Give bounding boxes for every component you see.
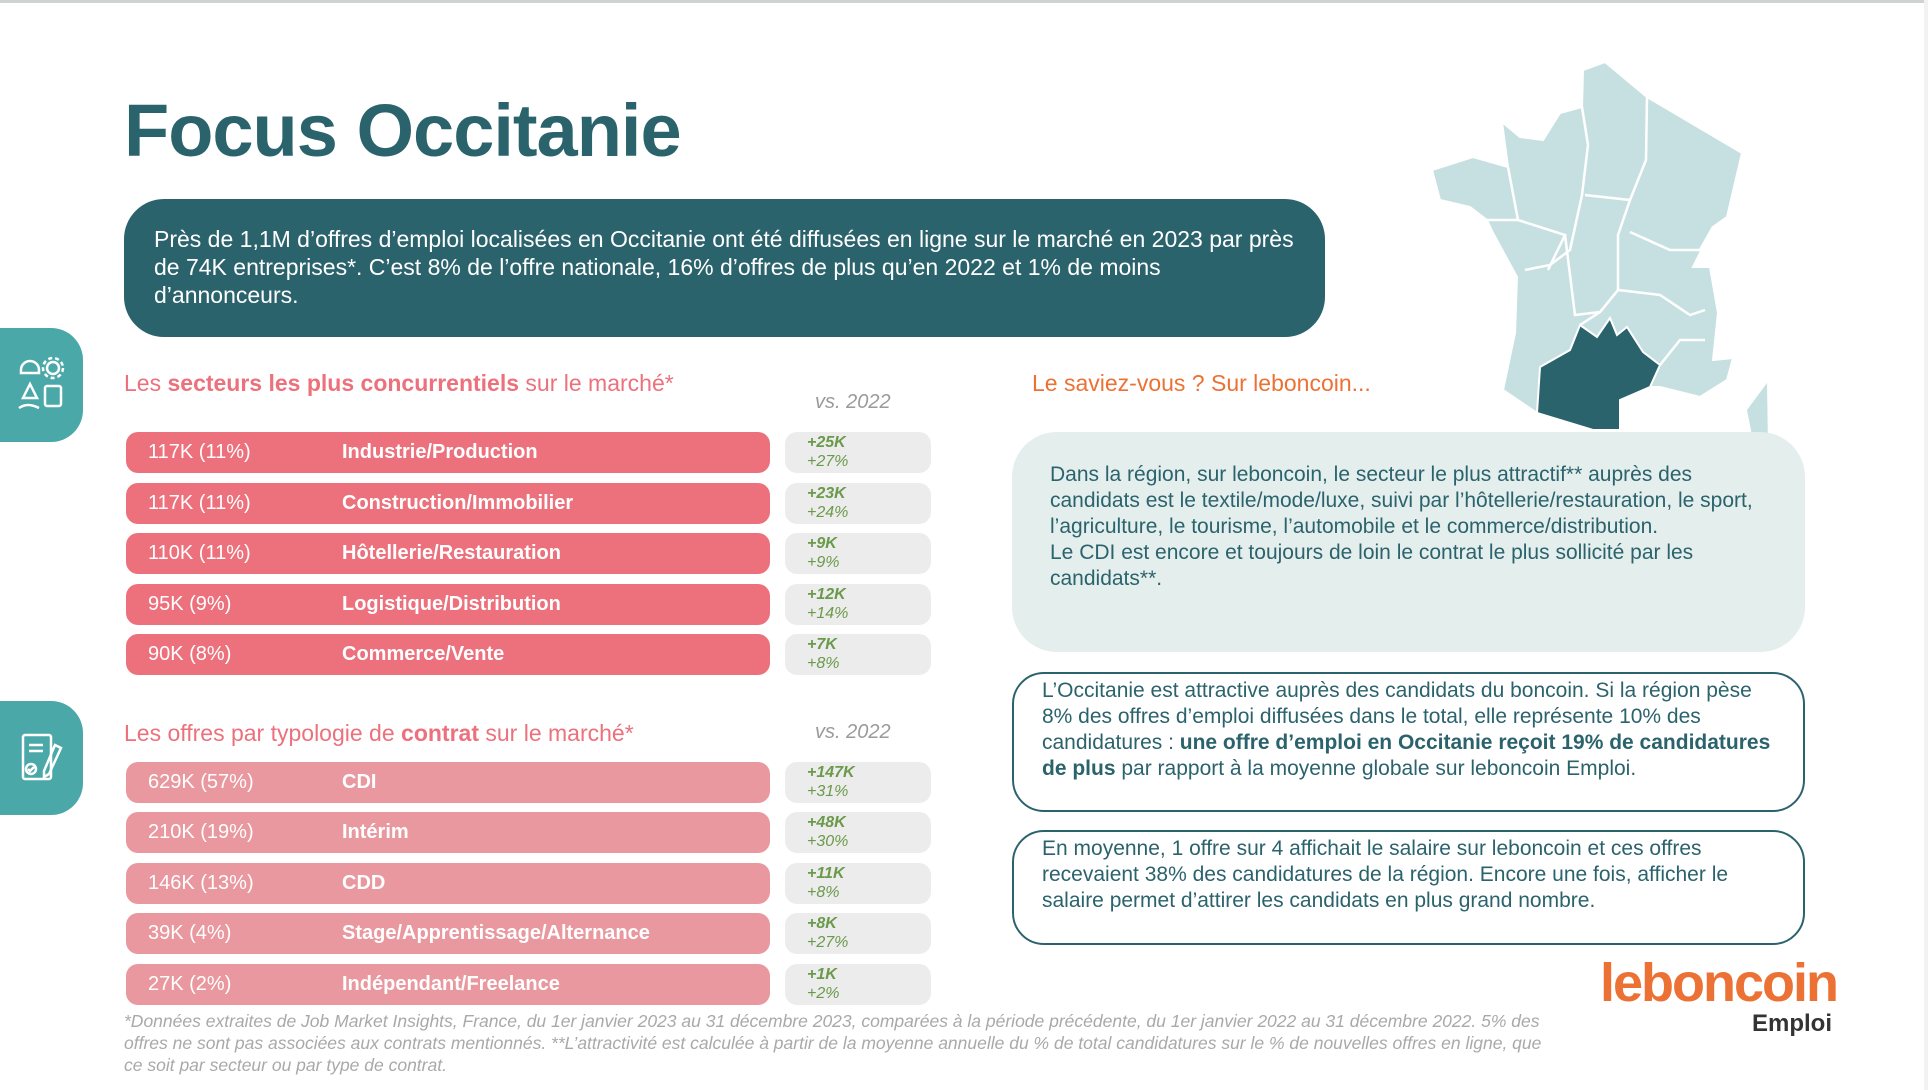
row-label: Stage/Apprentissage/Alternance xyxy=(342,922,650,945)
sectors-delta: +23K +24% xyxy=(785,482,931,524)
contracts-row: 27K (2%) Indépendant/Freelance xyxy=(126,963,770,1005)
sectors-heading: Les secteurs les plus concurrentiels sur… xyxy=(124,370,674,396)
logo-brand: leboncoin xyxy=(1600,953,1839,1013)
row-value: 117K (11%) xyxy=(148,441,251,463)
delta-percent: +30% xyxy=(807,833,849,851)
corsica-shape xyxy=(1747,383,1768,447)
occitanie-region xyxy=(1535,315,1662,431)
row-value: 146K (13%) xyxy=(148,871,254,894)
delta-count: +147K xyxy=(807,764,855,781)
saviez-para-1: Dans la région, sur leboncoin, le secteu… xyxy=(1050,463,1753,538)
saviez-box: Dans la région, sur leboncoin, le secteu… xyxy=(1012,432,1805,652)
row-label: Hôtellerie/Restauration xyxy=(342,542,561,565)
delta-count: +7K xyxy=(807,636,837,654)
contract-icon xyxy=(21,733,63,781)
leboncoin-logo: leboncoin Emploi xyxy=(1600,953,1839,1037)
intro-box: Près de 1,1M d’offres d’emploi localisée… xyxy=(124,199,1325,337)
region-borders xyxy=(1487,96,1715,366)
contracts-row: 629K (57%) CDI xyxy=(126,762,770,803)
attractive-box: L’Occitanie est attractive auprès des ca… xyxy=(1012,672,1805,812)
row-value: 90K (8%) xyxy=(148,643,232,666)
contracts-tab xyxy=(0,701,83,815)
sectors-delta: +12K +14% xyxy=(785,583,931,625)
industry-icon xyxy=(17,356,64,410)
delta-percent: +31% xyxy=(807,783,849,800)
delta-percent: +24% xyxy=(807,503,849,521)
sectors-tab xyxy=(0,328,83,442)
contracts-delta: +147K +31% xyxy=(785,762,931,803)
row-value: 95K (9%) xyxy=(148,592,232,615)
row-label: CDD xyxy=(342,871,386,894)
logo-sub: Emploi xyxy=(1751,1010,1832,1037)
row-label: Industrie/Production xyxy=(342,441,538,463)
delta-count: +12K xyxy=(807,585,846,603)
row-value: 110K (11%) xyxy=(148,542,251,565)
delta-percent: +9% xyxy=(807,554,840,572)
contracts-delta: +11K +8% xyxy=(785,862,931,904)
salary-box: En moyenne, 1 offre sur 4 affichait le s… xyxy=(1012,830,1805,945)
saviez-para-2: Le CDI est encore et toujours de loin le… xyxy=(1050,541,1694,590)
contracts-delta: +1K +2% xyxy=(785,963,931,1005)
row-label: CDI xyxy=(342,771,377,793)
row-value: 27K (2%) xyxy=(148,972,232,995)
row-value: 39K (4%) xyxy=(148,922,232,945)
contracts-delta: +8K +27% xyxy=(785,913,931,955)
sectors-row: 95K (9%) Logistique/Distribution xyxy=(126,583,770,625)
contracts-vs-label: vs. 2022 xyxy=(815,721,891,743)
contracts-delta: +48K +30% xyxy=(785,812,931,854)
contracts-row: 210K (19%) Intérim xyxy=(126,812,770,854)
delta-percent: +27% xyxy=(807,934,849,952)
sectors-vs-label: vs. 2022 xyxy=(815,391,891,413)
delta-count: +8K xyxy=(807,915,837,933)
row-label: Indépendant/Freelance xyxy=(342,972,560,995)
row-value: 210K (19%) xyxy=(148,821,254,844)
contracts-row: 146K (13%) CDD xyxy=(126,862,770,904)
sectors-row: 117K (11%) Construction/Immobilier xyxy=(126,482,770,524)
sectors-delta: +25K +27% xyxy=(785,432,931,473)
row-value: 117K (11%) xyxy=(148,491,251,514)
delta-percent: +14% xyxy=(807,604,849,622)
sectors-delta: +7K +8% xyxy=(785,634,931,676)
top-border xyxy=(0,0,1928,3)
delta-count: +11K xyxy=(807,864,845,882)
right-border xyxy=(1924,0,1928,1090)
delta-count: +1K xyxy=(807,965,837,983)
footnote: *Données extraites de Job Market Insight… xyxy=(124,1011,1542,1075)
sectors-row: 117K (11%) Industrie/Production xyxy=(126,432,770,473)
delta-count: +9K xyxy=(807,535,837,553)
saviez-heading: Le saviez-vous ? Sur leboncoin... xyxy=(1032,370,1371,396)
contracts-row: 39K (4%) Stage/Apprentissage/Alternance xyxy=(126,913,770,955)
contracts-heading: Les offres par typologie de contrat sur … xyxy=(124,720,634,746)
row-label: Construction/Immobilier xyxy=(342,491,574,514)
sectors-delta: +9K +9% xyxy=(785,533,931,575)
row-label: Logistique/Distribution xyxy=(342,592,561,615)
delta-percent: +8% xyxy=(807,883,840,901)
delta-count: +48K xyxy=(807,814,846,832)
page-title: Focus Occitanie xyxy=(124,89,682,172)
delta-percent: +8% xyxy=(807,655,840,673)
delta-percent: +27% xyxy=(807,453,849,470)
delta-count: +25K xyxy=(807,434,846,451)
delta-percent: +2% xyxy=(807,984,840,1002)
sectors-row: 90K (8%) Commerce/Vente xyxy=(126,634,770,676)
row-label: Intérim xyxy=(342,821,409,844)
france-map xyxy=(1430,60,1768,447)
row-label: Commerce/Vente xyxy=(342,643,505,666)
sectors-row: 110K (11%) Hôtellerie/Restauration xyxy=(126,533,770,575)
delta-count: +23K xyxy=(807,484,846,502)
row-value: 629K (57%) xyxy=(148,771,254,793)
